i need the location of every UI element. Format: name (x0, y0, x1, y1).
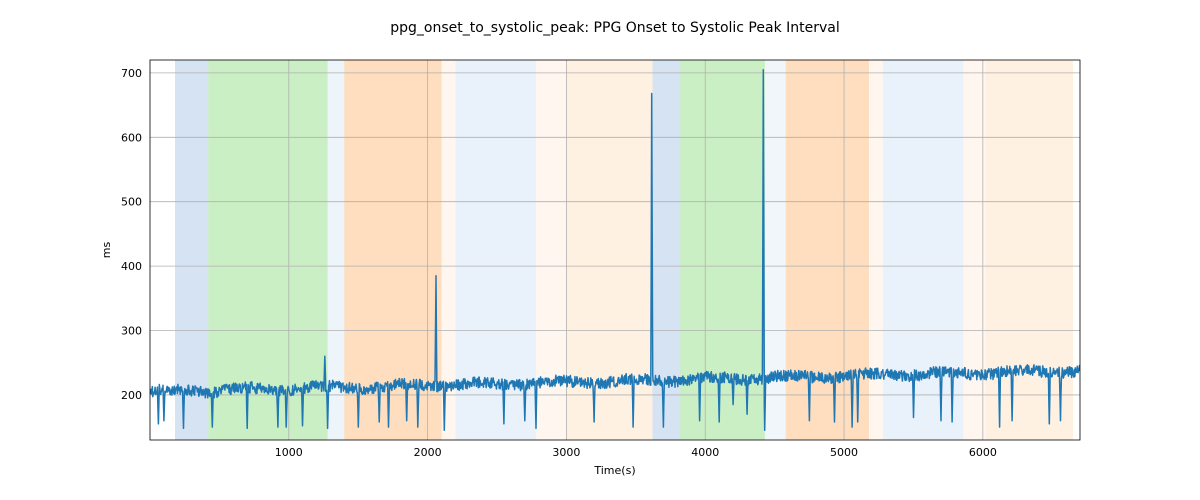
x-tick-label: 1000 (275, 446, 303, 459)
y-axis-label: ms (100, 242, 113, 259)
y-tick-label: 200 (121, 389, 142, 402)
y-tick-label: 600 (121, 131, 142, 144)
x-tick-label: 6000 (969, 446, 997, 459)
x-axis-label: Time(s) (593, 464, 635, 477)
x-tick-label: 3000 (552, 446, 580, 459)
x-tick-label: 4000 (691, 446, 719, 459)
span (175, 60, 208, 440)
x-tick-label: 5000 (830, 446, 858, 459)
chart-container: ppg_onset_to_systolic_peak: PPG Onset to… (0, 0, 1200, 500)
chart-title: ppg_onset_to_systolic_peak: PPG Onset to… (390, 20, 840, 36)
x-tick-label: 2000 (414, 446, 442, 459)
span (869, 60, 883, 440)
y-tick-label: 300 (121, 325, 142, 338)
y-tick-label: 400 (121, 260, 142, 273)
span (963, 60, 985, 440)
y-tick-label: 500 (121, 196, 142, 209)
y-tick-label: 700 (121, 67, 142, 80)
